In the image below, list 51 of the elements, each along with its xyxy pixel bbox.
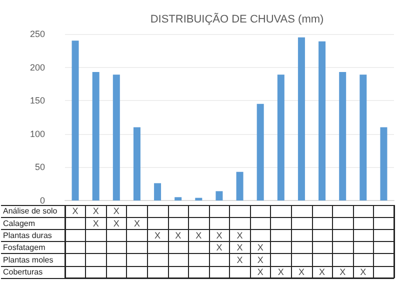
chart-title: DISTRIBUIÇÃO DE CHUVAS (mm) [150, 12, 324, 26]
text: X [340, 266, 346, 277]
bar [298, 37, 305, 200]
text: X [298, 266, 304, 277]
bar [380, 127, 388, 200]
y-tick-label: 150 [30, 96, 45, 106]
y-tick-label: 200 [30, 62, 45, 72]
y-tick-label: Plantas moles [3, 255, 54, 264]
text: X [360, 266, 366, 277]
text: X [216, 230, 222, 240]
text: X [236, 230, 243, 240]
bar [112, 74, 120, 200]
text: X [113, 206, 120, 216]
bar [92, 72, 100, 200]
bar [133, 127, 140, 200]
text: X [236, 242, 243, 253]
text: X [257, 254, 264, 265]
y-tick-label: 0 [40, 196, 45, 206]
bar [72, 40, 79, 200]
y-tick-label: Fosfatagem [3, 243, 46, 252]
text: X [319, 266, 326, 277]
bar [216, 191, 223, 200]
text: X [92, 206, 99, 216]
text: X [236, 254, 243, 265]
y-tick-label: Análise de solo [3, 206, 58, 216]
bar [236, 172, 244, 200]
text: X [216, 242, 222, 253]
bar [154, 183, 162, 200]
y-tick-label: Plantas duras [3, 230, 52, 240]
bar [360, 74, 367, 200]
text: X [257, 266, 264, 277]
text: X [154, 230, 161, 240]
text: X [257, 242, 264, 253]
y-tick-label: 50 [34, 162, 45, 172]
bar [195, 198, 202, 200]
y-tick-label: 100 [30, 128, 45, 139]
text: X [196, 230, 202, 240]
bar [339, 72, 346, 200]
bar [174, 197, 182, 200]
text: X [92, 218, 99, 228]
text: X [175, 230, 182, 240]
y-tick-label: Calagem [3, 218, 36, 228]
y-tick-label: 250 [30, 29, 45, 39]
bar [277, 74, 284, 200]
bar [318, 41, 326, 200]
text: X [278, 266, 284, 277]
text: X [72, 206, 78, 216]
text: X [134, 218, 140, 228]
y-tick-label: Coberturas [3, 267, 43, 276]
text: X [113, 218, 120, 228]
bar [256, 104, 264, 200]
